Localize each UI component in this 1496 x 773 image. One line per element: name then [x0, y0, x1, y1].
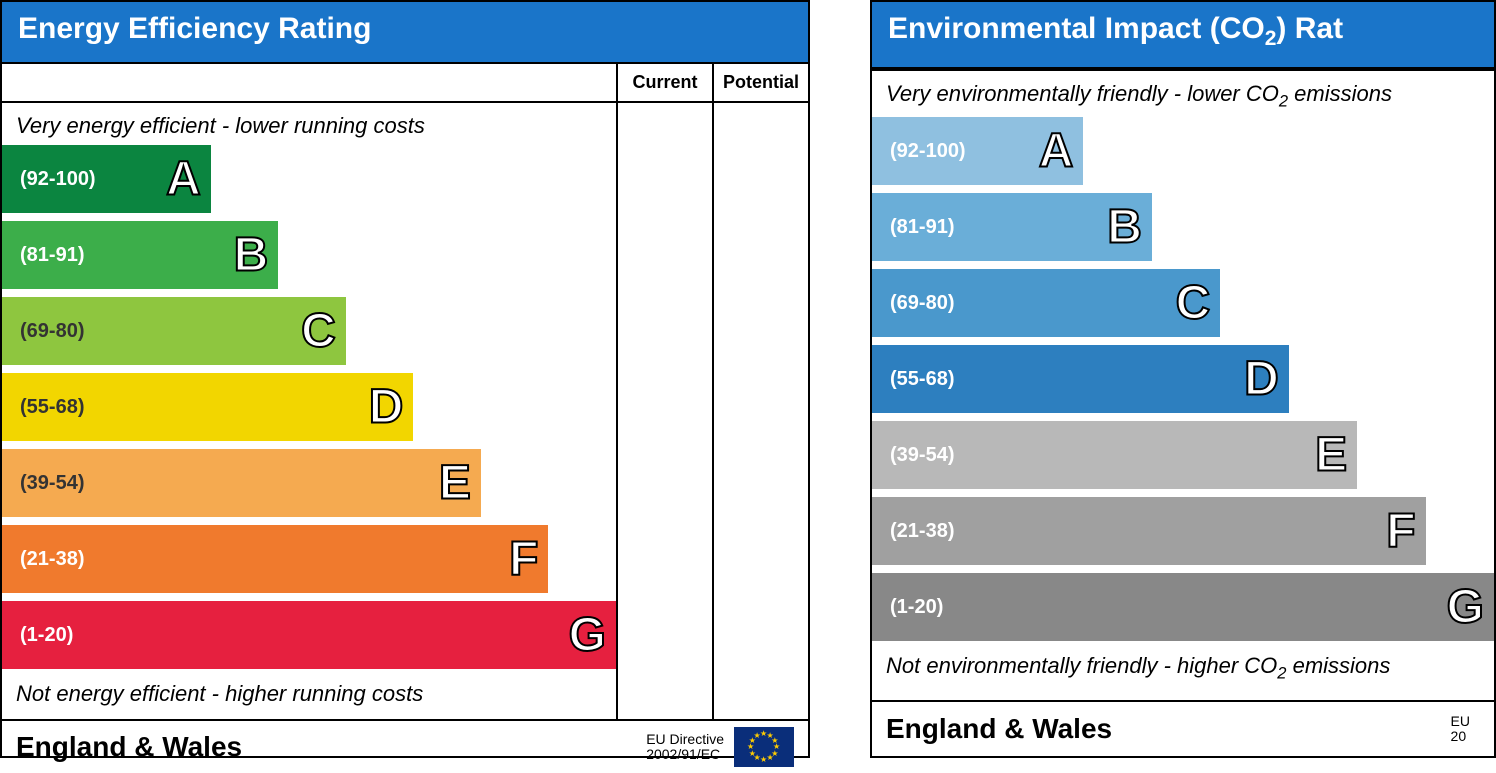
rating-row-A: (92-100) A	[2, 145, 616, 213]
rating-row-E: (39-54) E	[872, 421, 1494, 489]
directive-line2: 2002/91/EC	[646, 747, 724, 762]
rating-range: (69-80)	[20, 320, 84, 343]
rating-range: (69-80)	[890, 292, 954, 315]
rating-range: (21-38)	[20, 548, 84, 571]
panel-title: Environmental Impact (CO2) Rat	[872, 2, 1494, 69]
rating-bar-B: (81-91) B	[872, 193, 1152, 261]
rating-range: (21-38)	[890, 520, 954, 543]
bars-area: Very energy efficient - lower running co…	[2, 103, 616, 719]
rating-range: (39-54)	[890, 444, 954, 467]
caption-top: Very environmentally friendly - lower CO…	[872, 77, 1494, 117]
rating-letter: A	[166, 152, 201, 207]
body-area: Very environmentally friendly - lower CO…	[872, 71, 1494, 700]
rating-letter: G	[1447, 580, 1484, 635]
eu-star: ★	[760, 755, 767, 764]
rating-range: (55-68)	[20, 396, 84, 419]
rating-row-C: (69-80) C	[872, 269, 1494, 337]
rating-bar-G: (1-20) G	[872, 573, 1494, 641]
rating-range: (92-100)	[890, 140, 966, 163]
rating-range: (39-54)	[20, 472, 84, 495]
rating-row-A: (92-100) A	[872, 117, 1494, 185]
rating-letter: C	[301, 304, 336, 359]
rating-range: (55-68)	[890, 368, 954, 391]
rating-bar-A: (92-100) A	[2, 145, 211, 213]
rating-bar-F: (21-38) F	[872, 497, 1426, 565]
rating-row-C: (69-80) C	[2, 297, 616, 365]
rating-letter: E	[1315, 428, 1347, 483]
columns-header: Current Potential	[2, 64, 808, 103]
column-potential: Potential	[712, 64, 808, 101]
rating-letter: B	[234, 228, 269, 283]
body-area: Very energy efficient - lower running co…	[2, 103, 808, 719]
rating-row-D: (55-68) D	[872, 345, 1494, 413]
rating-bar-E: (39-54) E	[2, 449, 481, 517]
rating-row-F: (21-38) F	[2, 525, 616, 593]
rating-row-B: (81-91) B	[2, 221, 616, 289]
rating-bar-C: (69-80) C	[2, 297, 346, 365]
rating-row-E: (39-54) E	[2, 449, 616, 517]
rating-letter: A	[1039, 124, 1074, 179]
rating-bar-B: (81-91) B	[2, 221, 278, 289]
bars-area: Very environmentally friendly - lower CO…	[872, 71, 1494, 700]
panel-footer: England & Wales EU 20	[872, 700, 1494, 756]
footer-directive: EU 20	[1451, 714, 1470, 745]
column-current-strip	[616, 103, 712, 719]
rating-bar-D: (55-68) D	[2, 373, 413, 441]
directive-line1: EU	[1451, 714, 1470, 729]
rating-letter: D	[1244, 352, 1279, 407]
footer-region: England & Wales	[16, 731, 646, 763]
rating-rows-container: (92-100) A (81-91) B (69-80) C (55-68) D (39-54)…	[2, 145, 616, 677]
rating-letter: E	[439, 456, 471, 511]
rating-row-D: (55-68) D	[2, 373, 616, 441]
rating-row-G: (1-20) G	[872, 573, 1494, 641]
rating-range: (1-20)	[890, 596, 943, 619]
column-current: Current	[616, 64, 712, 101]
panel-title: Energy Efficiency Rating	[2, 2, 808, 64]
eu-star: ★	[754, 731, 761, 740]
rating-letter: B	[1107, 200, 1142, 255]
rating-bar-F: (21-38) F	[2, 525, 548, 593]
panel-footer: England & Wales EU Directive 2002/91/EC …	[2, 719, 808, 773]
rating-row-F: (21-38) F	[872, 497, 1494, 565]
rating-bar-G: (1-20) G	[2, 601, 616, 669]
rating-bar-C: (69-80) C	[872, 269, 1220, 337]
caption-bottom: Not environmentally friendly - higher CO…	[872, 649, 1494, 689]
directive-line2: 20	[1451, 729, 1470, 744]
rating-rows-container: (92-100) A (81-91) B (69-80) C (55-68) D (39-54)…	[872, 117, 1494, 649]
rating-letter: G	[569, 608, 606, 663]
caption-bottom: Not energy efficient - higher running co…	[2, 677, 616, 713]
rating-row-G: (1-20) G	[2, 601, 616, 669]
eu-flag-icon: ★★★★★★★★★★★★	[734, 727, 794, 767]
energy-efficiency-panel: Energy Efficiency Rating Current Potenti…	[0, 0, 810, 758]
column-potential-strip	[712, 103, 808, 719]
rating-row-B: (81-91) B	[872, 193, 1494, 261]
rating-bar-E: (39-54) E	[872, 421, 1357, 489]
rating-letter: D	[369, 380, 404, 435]
rating-letter: F	[509, 532, 538, 587]
environmental-impact-panel: Environmental Impact (CO2) Rat Very envi…	[870, 0, 1496, 758]
rating-range: (92-100)	[20, 168, 96, 191]
directive-line1: EU Directive	[646, 732, 724, 747]
header-spacer	[2, 64, 616, 101]
rating-range: (1-20)	[20, 624, 73, 647]
rating-bar-D: (55-68) D	[872, 345, 1289, 413]
rating-range: (81-91)	[20, 244, 84, 267]
rating-letter: F	[1386, 504, 1415, 559]
footer-region: England & Wales	[886, 713, 1451, 745]
rating-letter: C	[1176, 276, 1211, 331]
rating-range: (81-91)	[890, 216, 954, 239]
caption-top: Very energy efficient - lower running co…	[2, 109, 616, 145]
rating-bar-A: (92-100) A	[872, 117, 1083, 185]
